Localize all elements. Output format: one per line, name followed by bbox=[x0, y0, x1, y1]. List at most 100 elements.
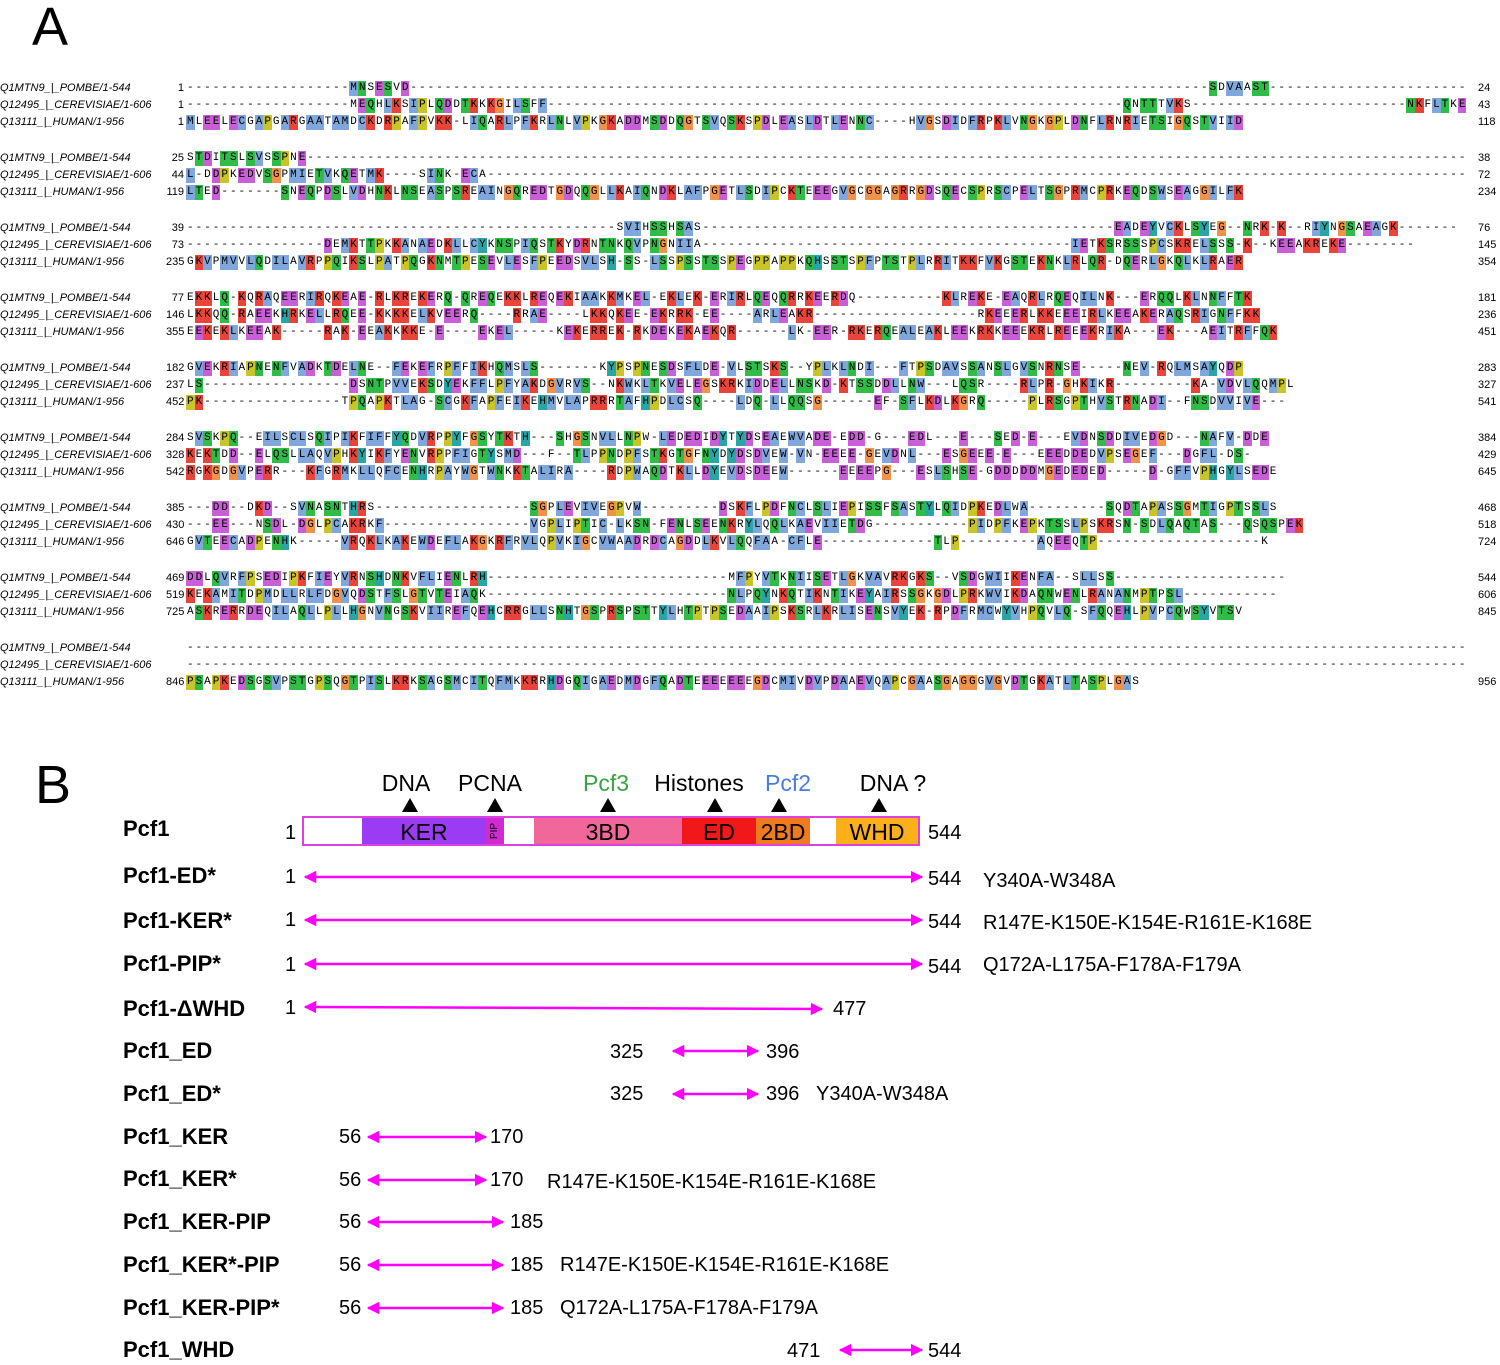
residue: D bbox=[753, 465, 762, 480]
residue: R bbox=[642, 536, 650, 548]
residue: - bbox=[427, 659, 435, 671]
residue: S bbox=[1269, 502, 1277, 514]
residue: - bbox=[719, 572, 727, 584]
residue: - bbox=[960, 152, 968, 164]
residue: - bbox=[1046, 659, 1053, 671]
residue: L bbox=[264, 449, 271, 461]
residue: - bbox=[1106, 659, 1114, 671]
residue: - bbox=[1072, 222, 1079, 234]
residue: - bbox=[401, 659, 409, 671]
residue: - bbox=[1286, 222, 1294, 234]
residue: F bbox=[529, 255, 539, 270]
residue: S bbox=[358, 379, 366, 391]
residue: - bbox=[1183, 152, 1191, 164]
residue: A bbox=[1355, 222, 1363, 234]
residue: - bbox=[1304, 169, 1311, 181]
residue: - bbox=[943, 152, 950, 164]
residue: S bbox=[1166, 186, 1174, 198]
residue: - bbox=[195, 519, 203, 531]
residue: - bbox=[341, 99, 349, 111]
residue: G bbox=[470, 449, 478, 461]
residue: T bbox=[1234, 501, 1244, 516]
residue: S bbox=[367, 82, 375, 94]
residue: - bbox=[685, 659, 693, 671]
residue: V bbox=[555, 378, 565, 393]
residue: - bbox=[298, 659, 306, 671]
residue: I bbox=[281, 572, 289, 584]
residue: I bbox=[546, 465, 556, 480]
residue: - bbox=[539, 572, 546, 584]
residue: Q bbox=[1260, 325, 1269, 340]
residue: - bbox=[668, 82, 675, 94]
residue: L bbox=[1088, 571, 1097, 586]
residue: T bbox=[831, 572, 839, 584]
residue: D bbox=[942, 115, 951, 130]
residue: A bbox=[306, 115, 315, 130]
residue: - bbox=[1226, 536, 1234, 548]
residue: - bbox=[651, 659, 658, 671]
residue: P bbox=[650, 395, 659, 410]
residue: R bbox=[512, 308, 522, 323]
residue: - bbox=[186, 659, 194, 671]
residue: L bbox=[1080, 256, 1088, 268]
residue: F bbox=[1424, 99, 1432, 111]
residue: E bbox=[916, 465, 926, 480]
residue: M bbox=[263, 588, 272, 603]
residue: A bbox=[1029, 589, 1036, 601]
residue: - bbox=[865, 239, 873, 251]
residue: - bbox=[496, 222, 503, 234]
residue: - bbox=[1415, 642, 1423, 654]
residue: - bbox=[1183, 642, 1191, 654]
residue: - bbox=[1209, 572, 1217, 584]
residue: V bbox=[1165, 98, 1175, 113]
sequence-end: 956 bbox=[1478, 676, 1497, 688]
residue: P bbox=[675, 255, 685, 270]
residue: Y bbox=[357, 448, 367, 463]
residue: C bbox=[658, 535, 668, 550]
residue: L bbox=[461, 572, 469, 584]
residue: - bbox=[702, 659, 710, 671]
residue: H bbox=[280, 535, 290, 550]
residue: E bbox=[847, 448, 857, 463]
residue: F bbox=[694, 449, 701, 461]
residue: - bbox=[401, 519, 409, 531]
residue: E bbox=[564, 325, 573, 340]
residue: R bbox=[1311, 238, 1321, 253]
residue: R bbox=[1234, 325, 1244, 340]
residue: A bbox=[694, 239, 701, 251]
residue: - bbox=[444, 502, 452, 514]
residue: L bbox=[804, 115, 814, 130]
residue: G bbox=[332, 588, 341, 603]
residue: P bbox=[598, 448, 608, 463]
residue: - bbox=[951, 239, 959, 251]
residue: F bbox=[883, 502, 890, 514]
residue: - bbox=[1166, 572, 1174, 584]
residue: - bbox=[1046, 82, 1053, 94]
residue: - bbox=[1235, 659, 1243, 671]
residue: D bbox=[357, 185, 367, 200]
residue: L bbox=[1200, 238, 1209, 253]
residue: - bbox=[582, 222, 589, 234]
residue: P bbox=[615, 501, 625, 516]
residue: F bbox=[1252, 326, 1260, 338]
residue: D bbox=[1063, 466, 1071, 478]
residue: D bbox=[754, 186, 761, 198]
residue: - bbox=[625, 82, 632, 94]
residue: C bbox=[787, 535, 797, 550]
residue: - bbox=[908, 536, 916, 548]
residue: - bbox=[582, 572, 589, 584]
sequence-alignment: Q1MTN9_|_POMBE/1-544 1- - - - - - - - - - - - - - - - - - -… bbox=[0, 81, 1497, 690]
residue: K bbox=[796, 308, 805, 323]
residue: - bbox=[917, 152, 925, 164]
residue: Q bbox=[1218, 362, 1225, 374]
residue: - bbox=[1115, 536, 1122, 548]
residue: - bbox=[272, 222, 280, 234]
residue: K bbox=[383, 395, 393, 410]
residue: V bbox=[340, 571, 350, 586]
residue: - bbox=[822, 169, 830, 181]
residue: E bbox=[667, 518, 676, 533]
residue: K bbox=[194, 395, 204, 410]
residue: E bbox=[1122, 185, 1132, 200]
residue: E bbox=[804, 518, 814, 533]
sequence-end: 606 bbox=[1478, 589, 1497, 601]
